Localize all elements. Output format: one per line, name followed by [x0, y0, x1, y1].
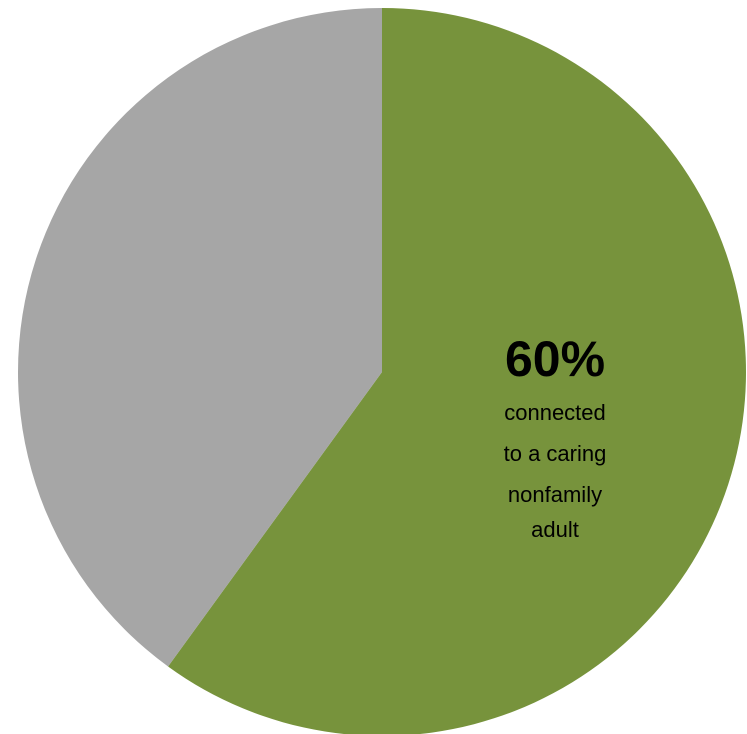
slice-description-line-1: connected: [504, 400, 606, 425]
slice-description-line-3: nonfamily: [508, 482, 602, 507]
pie-slices: [17, 8, 746, 734]
pie-slice-0: [168, 8, 746, 734]
slice-annotation: 60% connected to a caring nonfamily adul…: [504, 331, 607, 542]
slice-percent-label: 60%: [505, 331, 605, 387]
pie-slice-1: [17, 8, 383, 667]
slice-description-line-4: adult: [531, 517, 579, 542]
slice-description-line-2: to a caring: [504, 441, 607, 466]
